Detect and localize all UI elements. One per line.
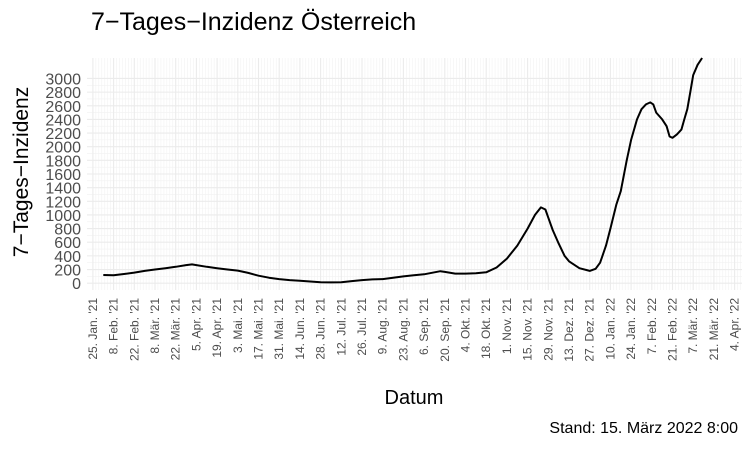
chart-caption: Stand: 15. März 2022 8:00 xyxy=(549,420,738,437)
x-tick-label: 12. Jul. '21 xyxy=(334,298,348,356)
x-axis-ticks: 25. Jan. '21 8. Feb. '21 22. Feb. '21 8. Mä… xyxy=(86,298,742,362)
x-tick-label: 4. Apr. '22 xyxy=(728,298,742,351)
x-tick-label: 26. Jul. '21 xyxy=(355,298,369,356)
y-tick-label: 2400 xyxy=(45,112,81,129)
x-tick-label: 3. Mai. '21 xyxy=(231,298,245,353)
x-tick-label: 10. Jan. '22 xyxy=(603,298,617,360)
series-lines xyxy=(103,57,703,284)
y-tick-label: 2800 xyxy=(45,85,81,102)
chart-title: 7−Tages−Inzidenz Österreich xyxy=(91,8,416,36)
y-tick-label: 0 xyxy=(72,276,81,293)
x-tick-label: 20. Sep. '21 xyxy=(438,298,452,362)
x-tick-label: 17. Mai. '21 xyxy=(252,298,266,360)
y-tick-label: 1800 xyxy=(45,153,81,170)
y-tick-label: 800 xyxy=(54,222,81,239)
y-tick-label: 1600 xyxy=(45,167,81,184)
series-line xyxy=(103,57,703,284)
y-axis-ticks: 0200400600800100012001400160018002000220… xyxy=(45,71,81,293)
x-tick-label: 31. Mai. '21 xyxy=(272,298,286,360)
x-axis-label: Datum xyxy=(385,387,444,409)
x-tick-label: 28. Jun. '21 xyxy=(314,298,328,360)
y-tick-label: 1400 xyxy=(45,181,81,198)
x-tick-label: 19. Apr. '21 xyxy=(210,298,224,358)
x-tick-label: 9. Aug. '21 xyxy=(376,298,390,355)
y-tick-label: 600 xyxy=(54,235,81,252)
x-tick-label: 4. Okt. '21 xyxy=(459,298,473,353)
x-tick-label: 25. Jan. '21 xyxy=(86,298,100,360)
x-tick-label: 21. Feb. '22 xyxy=(666,298,680,361)
x-tick-label: 22. Feb. '21 xyxy=(127,298,141,361)
y-tick-label: 200 xyxy=(54,263,81,280)
y-tick-label: 2200 xyxy=(45,126,81,143)
y-tick-label: 2600 xyxy=(45,99,81,116)
x-tick-label: 24. Jan. '22 xyxy=(624,298,638,360)
x-tick-label: 18. Okt. '21 xyxy=(479,298,493,359)
y-tick-label: 400 xyxy=(54,249,81,266)
y-axis-label: 7−Tages−Inzidenz xyxy=(10,87,33,257)
x-tick-label: 21. Mär. '22 xyxy=(707,298,721,361)
y-tick-label: 3000 xyxy=(45,71,81,88)
x-tick-label: 6. Sep. '21 xyxy=(417,298,431,355)
x-tick-label: 14. Jun. '21 xyxy=(293,298,307,360)
x-tick-label: 13. Dez. '21 xyxy=(562,298,576,362)
x-tick-label: 5. Apr. '21 xyxy=(189,298,203,351)
x-tick-label: 7. Feb. '22 xyxy=(645,298,659,355)
y-tick-label: 1200 xyxy=(45,194,81,211)
y-tick-label: 1000 xyxy=(45,208,81,225)
x-tick-label: 8. Feb. '21 xyxy=(107,298,121,355)
x-tick-label: 7. Mär. '22 xyxy=(686,298,700,354)
x-tick-label: 8. Mär. '21 xyxy=(148,298,162,354)
x-tick-label: 1. Nov. '21 xyxy=(500,298,514,354)
y-tick-label: 2000 xyxy=(45,140,81,157)
x-tick-label: 22. Mär. '21 xyxy=(169,298,183,361)
x-tick-label: 29. Nov. '21 xyxy=(541,298,555,361)
major-gridlines xyxy=(87,58,742,290)
x-tick-label: 23. Aug. '21 xyxy=(396,298,410,361)
x-tick-label: 27. Dez. '21 xyxy=(583,298,597,362)
x-tick-label: 15. Nov. '21 xyxy=(521,298,535,361)
